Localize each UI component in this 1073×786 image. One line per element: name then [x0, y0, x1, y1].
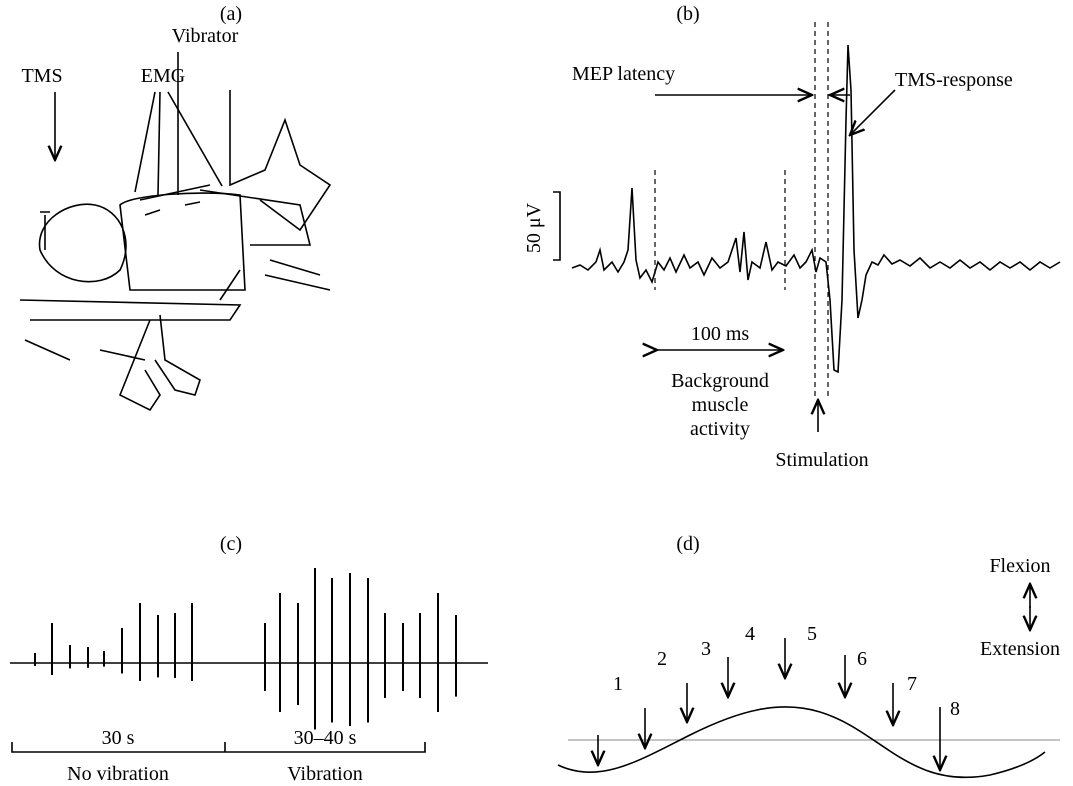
time-axis	[11, 742, 426, 753]
condition-label: Vibration	[287, 763, 362, 785]
position-label: 2	[657, 648, 667, 670]
interval-label: 100 ms	[691, 323, 750, 345]
tms-label: TMS	[21, 65, 62, 87]
position-label: 6	[857, 648, 867, 670]
panel-d: (d) Flexion Extension 1 2 3 4 5 6 7 8	[557, 533, 1060, 779]
panel-a: (a) TMS EMG Vibrator	[19, 3, 332, 412]
emg-trace	[571, 44, 1061, 374]
panel-label: (a)	[220, 3, 242, 25]
position-label: 4	[745, 623, 755, 645]
stimulation-label: Stimulation	[775, 449, 868, 471]
mep-latency-label: MEP latency	[572, 63, 675, 85]
position-label: 1	[613, 673, 623, 695]
background-label: activity	[690, 418, 750, 440]
tms-response-label: TMS-response	[895, 69, 1013, 91]
vibrator-label: Vibrator	[172, 25, 239, 47]
period-label: 30–40 s	[294, 727, 357, 749]
period-label: 30 s	[102, 727, 135, 749]
panel-label: (c)	[220, 533, 242, 555]
scale-label: 50 μV	[523, 202, 545, 253]
movement-curve	[557, 706, 1046, 779]
subject-sketch	[19, 90, 332, 412]
background-label: Background	[671, 370, 769, 392]
position-label: 7	[907, 673, 917, 695]
emg-leads	[134, 91, 223, 196]
position-markers: 1 2 3 4 5 6 7 8	[598, 623, 960, 770]
background-label: muscle	[692, 394, 749, 416]
panel-b: (b) MEP latency TMS-response 50 μV 100 m…	[523, 3, 1061, 471]
panel-c: (c) 30 s 30–40 s No vibration Vibration	[10, 533, 488, 785]
emg-label: EMG	[141, 65, 185, 87]
scale-bar	[553, 191, 561, 261]
extension-label: Extension	[980, 638, 1060, 660]
spike-train	[34, 568, 457, 730]
flexion-label: Flexion	[989, 555, 1050, 577]
position-label: 8	[950, 698, 960, 720]
panel-label: (d)	[676, 533, 699, 555]
panel-label: (b)	[676, 3, 699, 25]
condition-label: No vibration	[67, 763, 169, 785]
position-label: 3	[701, 638, 711, 660]
arrow	[850, 89, 896, 135]
position-label: 5	[807, 623, 817, 645]
